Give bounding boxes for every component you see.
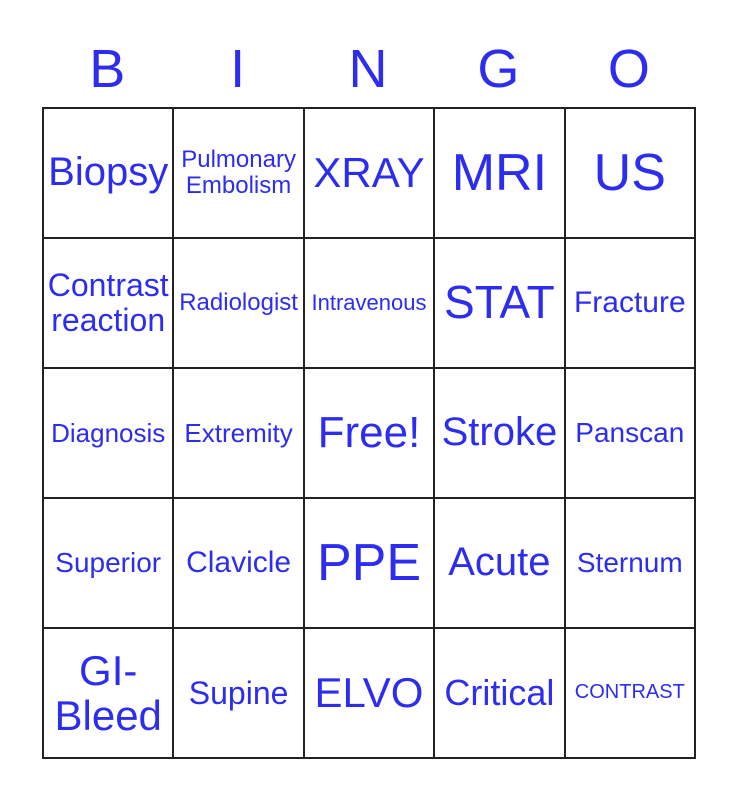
cell-label: CONTRAST [574, 681, 685, 704]
bingo-cell-r4c4[interactable]: Acute [434, 498, 565, 628]
cell-label: Superior [55, 546, 162, 578]
cell-label: Diagnosis [51, 417, 166, 448]
bingo-cell-r5c3[interactable]: ELVO [303, 628, 435, 758]
bingo-cell-r4c3[interactable]: PPE [303, 498, 435, 628]
bingo-cell-r1c4[interactable]: MRI [434, 108, 565, 238]
cell-label: Free! [317, 408, 421, 458]
bingo-cell-r4c2[interactable]: Clavicle [173, 498, 304, 628]
cell-label: Extremity [184, 417, 293, 448]
bingo-letter-i: I [230, 39, 246, 99]
bingo-cell-r1c5[interactable]: US [564, 108, 695, 238]
cell-label: Panscan [575, 416, 685, 448]
bingo-letter-g: G [477, 39, 520, 99]
cell-label: Fracture [573, 285, 686, 319]
cell-label: ELVO [314, 669, 424, 717]
cell-label: Clavicle [186, 545, 292, 579]
cell-label: Biopsy [48, 150, 169, 195]
bingo-cell-r4c5[interactable]: Sternum [564, 498, 695, 628]
bingo-cell-r5c5[interactable]: CONTRAST [564, 628, 695, 758]
bingo-cell-r2c5[interactable]: Fracture [564, 238, 695, 368]
cell-label: Supine [188, 674, 289, 711]
cell-label: US [593, 143, 666, 202]
cell-label: GI-Bleed [54, 646, 162, 739]
bingo-cell-r3c4[interactable]: Stroke [434, 368, 565, 498]
bingo-title: B I N G O [42, 38, 694, 100]
bingo-cell-r1c1[interactable]: Biopsy [43, 108, 174, 238]
bingo-cell-r2c2[interactable]: Radiologist [173, 238, 304, 368]
bingo-cell-r1c3[interactable]: XRAY [303, 108, 435, 238]
cell-label: XRAY [313, 149, 425, 197]
bingo-grid: Biopsy Pulmonary Embolism XRAY MRI US Co… [42, 107, 696, 759]
bingo-letter-o: O [607, 39, 650, 99]
cell-label: MRI [451, 143, 548, 202]
bingo-cell-r5c4[interactable]: Critical [434, 628, 565, 758]
cell-label: PPE [316, 533, 422, 592]
cell-label: Acute [448, 540, 551, 585]
cell-label: Stroke [441, 410, 558, 455]
bingo-cell-r2c4[interactable]: STAT [434, 238, 565, 368]
cell-label: Contrast reaction [47, 267, 169, 338]
bingo-cell-r5c2[interactable]: Supine [173, 628, 304, 758]
bingo-cell-r3c2[interactable]: Extremity [173, 368, 304, 498]
bingo-cell-r2c1[interactable]: Contrast reaction [43, 238, 174, 368]
cell-label: Pulmonary Embolism [181, 146, 296, 199]
cell-label: Intravenous [311, 290, 427, 316]
cell-label: STAT [444, 276, 555, 329]
cell-label: Sternum [576, 546, 683, 578]
bingo-cell-r3c5[interactable]: Panscan [564, 368, 695, 498]
bingo-cell-r3c1[interactable]: Diagnosis [43, 368, 174, 498]
bingo-cell-r2c3[interactable]: Intravenous [303, 238, 435, 368]
cell-label: Radiologist [179, 289, 298, 317]
bingo-letter-b: B [89, 39, 126, 99]
cell-label: Critical [444, 671, 555, 713]
bingo-cell-r4c1[interactable]: Superior [43, 498, 174, 628]
bingo-cell-r1c2[interactable]: Pulmonary Embolism [173, 108, 304, 238]
bingo-cell-free[interactable]: Free! [303, 368, 435, 498]
bingo-cell-r5c1[interactable]: GI-Bleed [43, 628, 174, 758]
bingo-letter-n: N [348, 39, 388, 99]
